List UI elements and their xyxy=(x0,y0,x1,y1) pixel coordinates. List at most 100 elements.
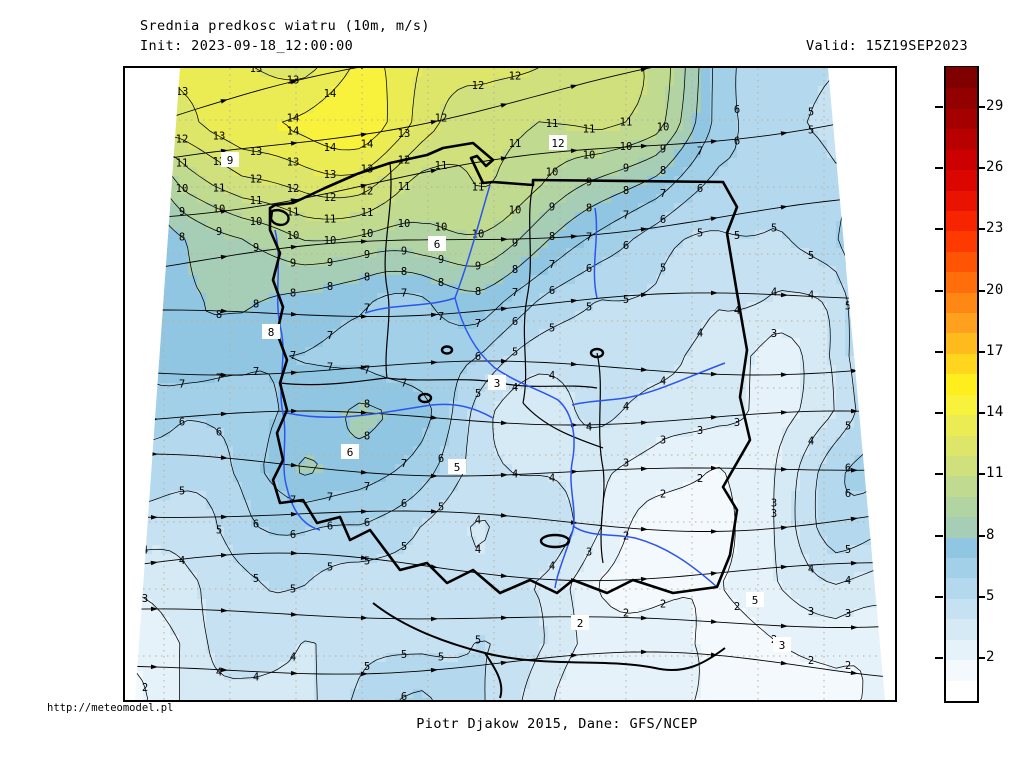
svg-text:3: 3 xyxy=(771,328,777,340)
svg-text:8: 8 xyxy=(512,264,518,276)
svg-text:13: 13 xyxy=(398,128,411,140)
svg-text:7: 7 xyxy=(327,491,333,503)
svg-text:10: 10 xyxy=(398,218,411,230)
svg-text:3: 3 xyxy=(808,606,814,618)
svg-text:5: 5 xyxy=(364,661,370,673)
svg-text:6: 6 xyxy=(845,185,851,197)
svg-text:9: 9 xyxy=(623,163,629,175)
svg-text:7: 7 xyxy=(179,378,185,390)
svg-text:11: 11 xyxy=(583,124,596,136)
svg-text:7: 7 xyxy=(216,372,222,384)
svg-text:9: 9 xyxy=(364,249,370,261)
svg-text:7: 7 xyxy=(586,232,592,244)
svg-text:5: 5 xyxy=(586,302,592,314)
svg-text:11: 11 xyxy=(398,181,411,193)
colorbar-tick xyxy=(977,167,985,170)
colorbar-tick xyxy=(935,289,943,292)
svg-text:3: 3 xyxy=(494,377,501,390)
colorbar-tick-label: 17 xyxy=(986,342,1004,359)
colorbar-segment xyxy=(946,537,977,559)
svg-text:8: 8 xyxy=(401,266,407,278)
svg-text:9: 9 xyxy=(549,201,555,213)
colorbar-segment xyxy=(946,230,977,252)
svg-text:2: 2 xyxy=(660,598,666,610)
colorbar-segment xyxy=(946,87,977,109)
svg-text:14: 14 xyxy=(324,88,337,100)
svg-text:5: 5 xyxy=(697,227,703,239)
rivers xyxy=(274,184,726,589)
svg-text:12: 12 xyxy=(551,137,564,150)
svg-text:5: 5 xyxy=(327,562,333,574)
colorbar-tick-label: 20 xyxy=(986,281,1004,298)
svg-text:5: 5 xyxy=(882,524,888,536)
colorbar-segment xyxy=(946,679,977,701)
svg-text:2: 2 xyxy=(577,617,584,630)
colorbar-segment xyxy=(946,598,977,620)
svg-text:5: 5 xyxy=(734,230,740,242)
svg-text:5: 5 xyxy=(882,68,888,76)
colorbar-tick xyxy=(977,289,985,292)
svg-text:5: 5 xyxy=(401,649,407,661)
svg-text:6: 6 xyxy=(475,351,481,363)
colorbar-segment xyxy=(946,659,977,681)
svg-text:7: 7 xyxy=(549,259,555,271)
svg-text:13: 13 xyxy=(287,156,300,168)
colorbar-tick xyxy=(935,595,943,598)
colorbar-tick xyxy=(935,167,943,170)
svg-text:8: 8 xyxy=(179,232,185,244)
svg-text:2: 2 xyxy=(660,488,666,500)
svg-text:9: 9 xyxy=(586,176,592,188)
svg-text:6: 6 xyxy=(253,519,259,531)
svg-text:8: 8 xyxy=(216,309,222,321)
svg-text:12: 12 xyxy=(509,71,522,83)
colorbar-segment xyxy=(946,394,977,416)
svg-text:7: 7 xyxy=(290,350,296,362)
svg-text:4: 4 xyxy=(475,514,481,526)
colorbar-tick xyxy=(935,534,943,537)
colorbar-tick xyxy=(977,228,985,231)
colorbar-segment xyxy=(946,353,977,375)
svg-text:12: 12 xyxy=(324,192,337,204)
svg-text:3: 3 xyxy=(779,639,786,652)
svg-text:11: 11 xyxy=(472,181,485,193)
svg-text:3: 3 xyxy=(586,547,592,559)
svg-text:5: 5 xyxy=(454,461,461,474)
svg-text:7: 7 xyxy=(660,188,666,200)
svg-text:11: 11 xyxy=(287,207,300,219)
colorbar-segment xyxy=(946,414,977,436)
svg-text:4: 4 xyxy=(845,575,851,587)
svg-text:5: 5 xyxy=(290,584,296,596)
colorbar-tick xyxy=(977,412,985,415)
colorbar-tick-label: 23 xyxy=(986,220,1004,237)
colorbar-tick xyxy=(977,350,985,353)
svg-text:10: 10 xyxy=(472,228,485,240)
svg-text:6: 6 xyxy=(697,183,703,195)
svg-text:9: 9 xyxy=(142,168,148,180)
svg-text:4: 4 xyxy=(549,473,555,485)
svg-text:8: 8 xyxy=(475,286,481,298)
svg-text:10: 10 xyxy=(509,205,522,217)
svg-text:11: 11 xyxy=(361,207,374,219)
svg-text:4: 4 xyxy=(808,564,814,576)
svg-text:5: 5 xyxy=(438,502,444,514)
svg-text:3: 3 xyxy=(142,593,148,605)
colorbar-tick xyxy=(935,473,943,476)
svg-text:8: 8 xyxy=(142,190,148,202)
colorbar-tick xyxy=(935,350,943,353)
svg-text:14: 14 xyxy=(324,142,337,154)
svg-text:3: 3 xyxy=(734,417,740,429)
svg-text:4: 4 xyxy=(808,436,814,448)
colorbar-segment xyxy=(946,496,977,518)
svg-text:6: 6 xyxy=(734,135,740,147)
svg-text:4: 4 xyxy=(882,125,888,137)
svg-text:11: 11 xyxy=(620,116,633,128)
svg-text:8: 8 xyxy=(586,203,592,215)
colorbar-segment xyxy=(946,67,977,89)
svg-text:9: 9 xyxy=(882,244,888,256)
svg-text:5: 5 xyxy=(623,294,629,306)
svg-text:8: 8 xyxy=(327,281,333,293)
svg-text:7: 7 xyxy=(401,288,407,300)
svg-text:8: 8 xyxy=(364,430,370,442)
svg-text:7: 7 xyxy=(364,481,370,493)
svg-text:4: 4 xyxy=(216,667,222,679)
